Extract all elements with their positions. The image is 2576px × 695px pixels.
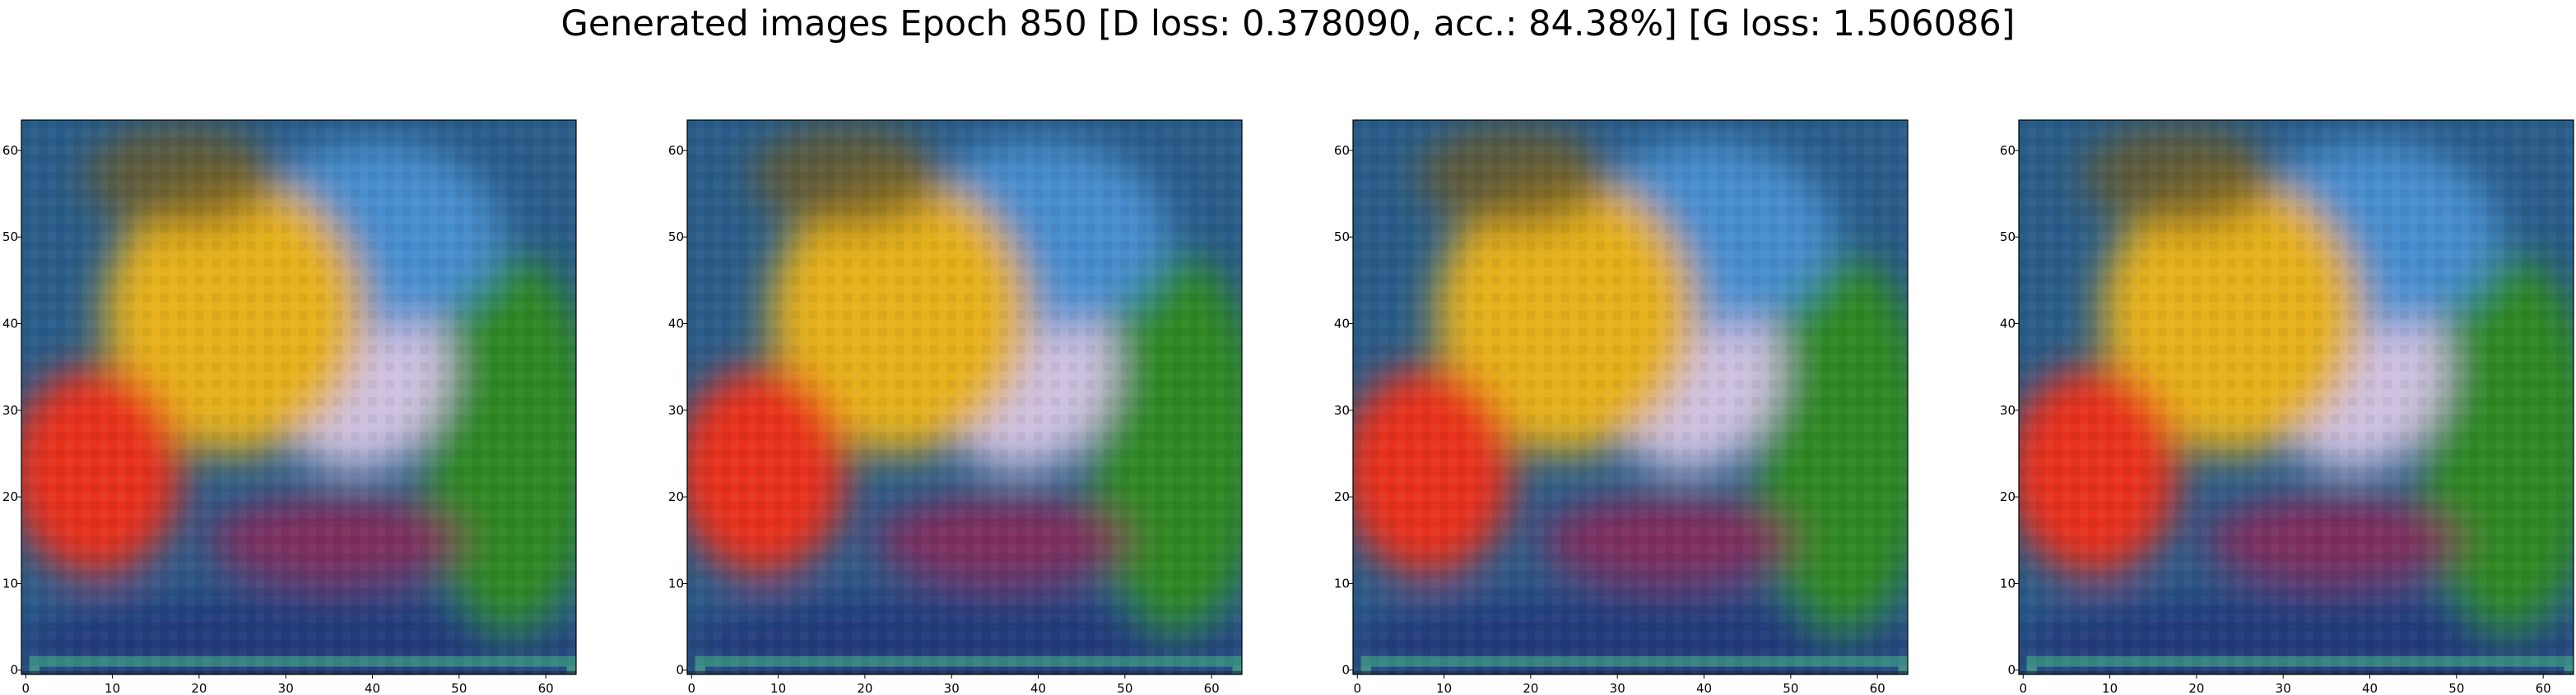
- y-tick-label: 20: [2, 489, 18, 504]
- x-tick-label: 20: [1523, 681, 1538, 695]
- y-tick-label: 20: [2000, 489, 2016, 504]
- y-tick-label: 10: [2000, 576, 2016, 591]
- y-tick-label: 10: [2, 576, 18, 591]
- y-tick-labels-4: 0 10 20 30 40 50 60: [2000, 143, 2016, 678]
- x-tick-label: 50: [451, 681, 467, 695]
- x-tick-label: 40: [1030, 681, 1046, 695]
- x-tick-label: 10: [1436, 681, 1452, 695]
- y-tick-label: 40: [1334, 316, 1350, 331]
- x-tick-label: 50: [1117, 681, 1132, 695]
- x-tick-label: 30: [2276, 681, 2291, 695]
- y-tick-label: 50: [1334, 229, 1350, 244]
- x-tick-label: 30: [278, 681, 294, 695]
- x-tick-label: 40: [2362, 681, 2378, 695]
- axes-frame: [686, 119, 1243, 675]
- x-tick-label: 10: [105, 681, 120, 695]
- generated-image: [21, 120, 576, 674]
- x-tick-label: 50: [1783, 681, 1798, 695]
- y-tick-label: 60: [668, 143, 684, 158]
- y-tick-label: 40: [668, 316, 684, 331]
- x-tick-label: 50: [2448, 681, 2464, 695]
- x-tick-label: 0: [2019, 681, 2027, 695]
- x-tick-label: 60: [1870, 681, 1886, 695]
- y-tick-labels-1: 0 10 20 30 40 50 60: [2, 143, 18, 678]
- axes-frame: [2018, 119, 2574, 675]
- x-tick-label: 40: [365, 681, 380, 695]
- y-tick-label: 10: [668, 576, 684, 591]
- x-tick-label: 20: [191, 681, 207, 695]
- x-tick-label: 20: [857, 681, 872, 695]
- axes-frame: [21, 119, 577, 675]
- generated-image: [2019, 120, 2574, 674]
- y-tick-labels-3: 0 10 20 30 40 50 60: [1334, 143, 1350, 678]
- y-tick-label: 40: [2000, 316, 2016, 331]
- y-tick-label: 30: [668, 403, 684, 418]
- y-tick-label: 0: [10, 663, 18, 678]
- pixel-texture: [21, 120, 576, 674]
- y-tick-label: 40: [2, 316, 18, 331]
- y-tick-label: 30: [1334, 403, 1350, 418]
- x-tick-label: 0: [21, 681, 30, 695]
- x-tick-label: 60: [2536, 681, 2551, 695]
- y-tick-label: 50: [2, 229, 18, 244]
- x-tick-label: 10: [2102, 681, 2118, 695]
- x-tick-label: 0: [1353, 681, 1361, 695]
- x-tick-label: 30: [1610, 681, 1625, 695]
- x-tick-label: 20: [2188, 681, 2204, 695]
- image-panel-4: 0 10 20 30 40 50 60: [2015, 119, 2574, 695]
- pixel-texture: [2019, 120, 2574, 674]
- x-tick-label: 10: [770, 681, 786, 695]
- y-tick-label: 20: [668, 489, 684, 504]
- y-tick-label: 50: [668, 229, 684, 244]
- image-panel-2: 0 10 20 30 40 50 60: [683, 119, 1243, 695]
- y-tick-label: 60: [2, 143, 18, 158]
- image-panel-3: 0 10 20 30 40 50 60: [1349, 119, 1909, 695]
- y-tick-label: 30: [2000, 403, 2016, 418]
- y-tick-label: 0: [2007, 663, 2016, 678]
- y-tick-label: 30: [2, 403, 18, 418]
- figure-title: Generated images Epoch 850 [D loss: 0.37…: [560, 3, 2016, 44]
- y-tick-label: 0: [676, 663, 684, 678]
- y-tick-label: 60: [1334, 143, 1350, 158]
- x-tick-label: 40: [1696, 681, 1712, 695]
- y-tick-label: 20: [1334, 489, 1350, 504]
- axes-frame: [1352, 119, 1909, 675]
- image-panel-1: 0 10 20 30 40 50 60: [17, 119, 577, 695]
- x-tick-label: 60: [538, 681, 554, 695]
- generated-image: [1353, 120, 1908, 674]
- pixel-texture: [687, 120, 1242, 674]
- pixel-texture: [1353, 120, 1908, 674]
- y-tick-labels-2: 0 10 20 30 40 50 60: [668, 143, 684, 678]
- y-tick-label: 0: [1341, 663, 1350, 678]
- x-tick-label: 0: [687, 681, 695, 695]
- y-tick-label: 10: [1334, 576, 1350, 591]
- x-tick-label: 60: [1204, 681, 1220, 695]
- generated-image: [687, 120, 1242, 674]
- x-tick-label: 30: [944, 681, 960, 695]
- y-tick-label: 60: [2000, 143, 2016, 158]
- y-tick-label: 50: [2000, 229, 2016, 244]
